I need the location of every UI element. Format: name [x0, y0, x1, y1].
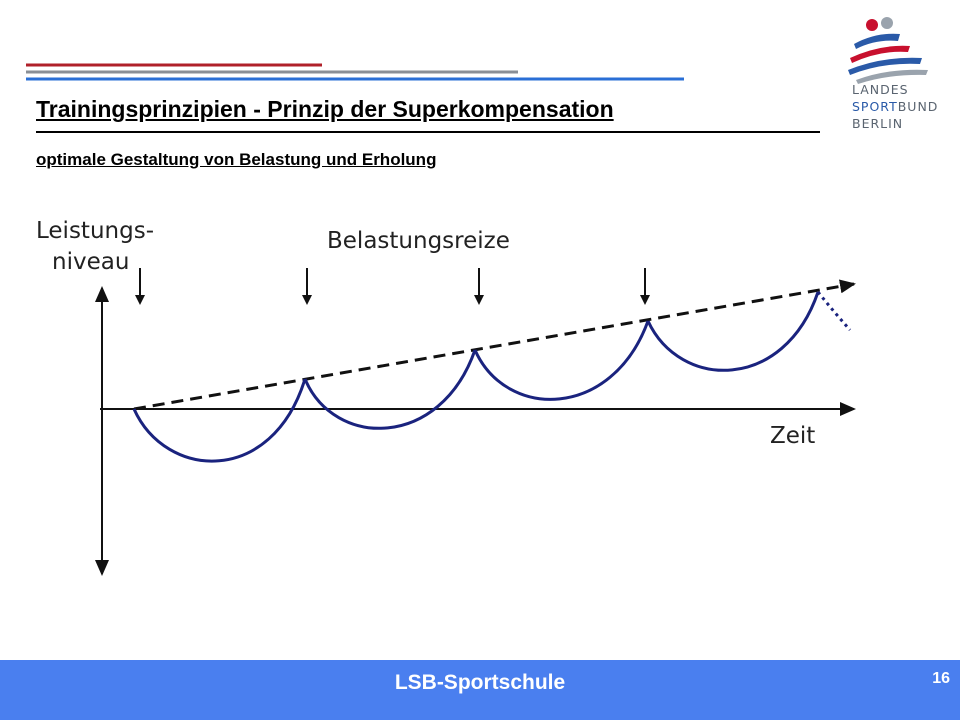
logo-text-accent: SPORT [852, 99, 898, 114]
page-title: Trainingsprinzipien - Prinzip der Superk… [36, 96, 614, 122]
curve-segment-3 [473, 320, 650, 401]
superkompensation-diagram: Leistungs- niveau Belastungsreize Zeit [36, 218, 856, 576]
x-axis-label: Zeit [770, 423, 815, 449]
curve-segment-4 [646, 291, 820, 372]
logo-dot-red [866, 19, 878, 31]
curve-dotted-continuation [816, 291, 852, 331]
page-subtitle: optimale Gestaltung von Belastung und Er… [36, 150, 437, 169]
curve-segment-1 [132, 378, 307, 463]
logo-text-line1: LANDES [852, 82, 909, 97]
title-underline-rule [36, 131, 820, 133]
logo-text-line3: BERLIN [852, 116, 904, 131]
footer-bar: LSB-Sportschule 16 [0, 660, 960, 720]
landessportbund-logo-icon [848, 17, 928, 84]
stimuli-label: Belastungsreize [327, 228, 510, 254]
page-number: 16 [932, 670, 950, 687]
trend-line-dashed [133, 279, 856, 411]
curve-segment-2 [303, 349, 477, 430]
logo-stripe-blue-2 [848, 57, 922, 75]
footer-label: LSB-Sportschule [394, 671, 566, 694]
header-decorative-lines [26, 63, 684, 81]
logo-stripe-blue [854, 33, 900, 49]
logo-stripe-red [850, 45, 910, 63]
y-axis-label-line1: Leistungs- [36, 218, 154, 244]
logo-text-rest: BUND [897, 99, 939, 114]
logo-dot-gray [881, 17, 893, 29]
logo-text-line2: SPORTBUND [852, 99, 938, 114]
y-axis-label-line2: niveau [52, 249, 129, 275]
logo-stripe-gray [856, 69, 928, 84]
